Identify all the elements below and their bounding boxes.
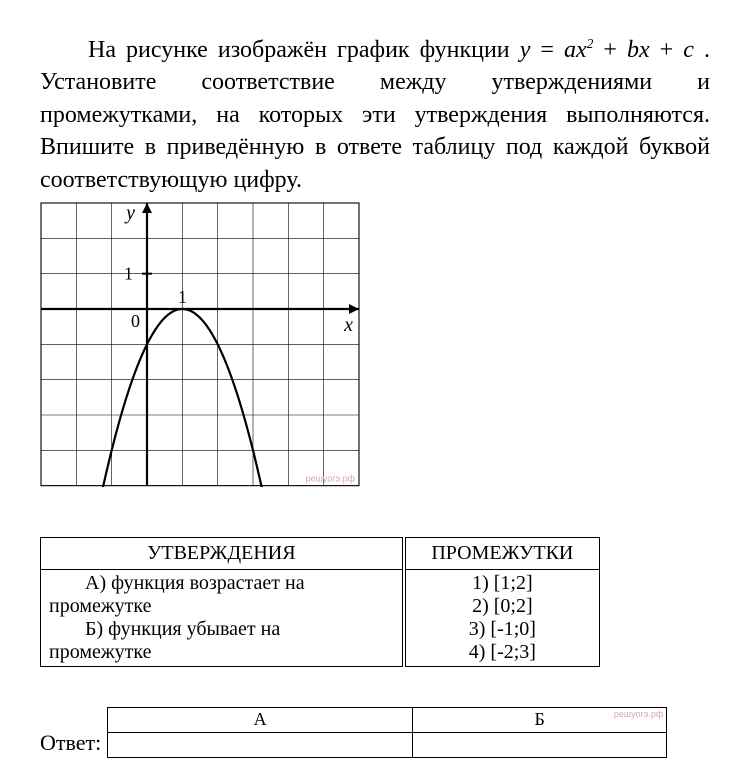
interval-1: 1) [1;2] — [414, 572, 591, 595]
match-head-intervals: ПРОМЕЖУТКИ — [404, 537, 600, 569]
answer-table: А Б — [107, 707, 667, 758]
match-table: УТВЕРЖДЕНИЯ ПРОМЕЖУТКИ А) функция возрас… — [40, 537, 600, 667]
answer-label: Ответ: — [40, 730, 101, 758]
svg-text:0: 0 — [131, 311, 140, 331]
svg-text:1: 1 — [178, 287, 187, 307]
stmt-a-line1: А) функция возрастает на — [49, 572, 394, 595]
func-y: y — [520, 37, 531, 63]
interval-2: 2) [0;2] — [414, 595, 591, 618]
func-c: c — [683, 37, 694, 63]
stmt-b-line1: Б) функция убывает на — [49, 618, 394, 641]
page: На рисунке изображён график функции y = … — [0, 0, 750, 778]
problem-prefix: На рисунке изображён график функции — [88, 37, 520, 63]
stmt-a-line2: промежутке — [49, 595, 394, 618]
answer-col-a: А — [108, 707, 413, 732]
svg-text:x: x — [343, 314, 353, 336]
match-statements-cell: А) функция возрастает на промежутке Б) ф… — [41, 569, 404, 666]
interval-4: 4) [-2;3] — [414, 641, 591, 664]
problem-statement: На рисунке изображён график функции y = … — [40, 34, 710, 196]
answer-val-a[interactable] — [108, 732, 413, 757]
stmt-b-line2: промежутке — [49, 641, 394, 664]
func-plus1: + — [593, 37, 627, 63]
answer-row: Ответ: А Б решуогэ.рф — [40, 707, 710, 758]
svg-text:решуогэ.рф: решуогэ.рф — [306, 474, 356, 484]
func-b: b — [627, 37, 639, 63]
chart-svg: 0 1 1 x y решуогэ.рф — [40, 202, 360, 487]
func-x: x — [576, 37, 587, 63]
match-intervals-cell: 1) [1;2] 2) [0;2] 3) [-1;0] 4) [-2;3] — [404, 569, 600, 666]
svg-text:y: y — [124, 202, 135, 224]
interval-3: 3) [-1;0] — [414, 618, 591, 641]
chart: 0 1 1 x y решуогэ.рф — [40, 202, 360, 487]
func-x2: x — [639, 37, 650, 63]
match-head-statements: УТВЕРЖДЕНИЯ — [41, 537, 404, 569]
answer-val-b[interactable] — [413, 732, 667, 757]
func-plus2: + — [650, 37, 684, 63]
answer-table-wrap: А Б решуогэ.рф — [107, 707, 667, 758]
func-a: a — [564, 37, 576, 63]
svg-text:1: 1 — [124, 264, 133, 284]
match-table-block: УТВЕРЖДЕНИЯ ПРОМЕЖУТКИ А) функция возрас… — [40, 537, 710, 667]
func-eq: = — [530, 37, 564, 63]
answer-watermark: решуогэ.рф — [614, 709, 663, 719]
